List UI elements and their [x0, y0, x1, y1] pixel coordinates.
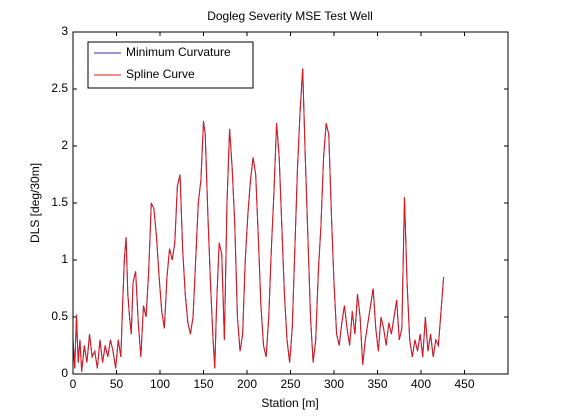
y-axis-label: DLS [deg/30m] [28, 163, 42, 243]
series-line [72, 68, 445, 372]
x-tick-label: 200 [237, 377, 257, 391]
legend-label: Minimum Curvature [126, 45, 231, 59]
x-tick-label: 350 [367, 377, 387, 391]
y-tick-label: 3 [61, 24, 68, 38]
y-tick-label: 2.5 [51, 81, 68, 95]
x-tick-label: 100 [150, 377, 170, 391]
x-tick-label: 150 [193, 377, 213, 391]
legend-label: Spline Curve [126, 67, 195, 81]
chart-title: Dogleg Severity MSE Test Well [207, 9, 373, 23]
legend-box [87, 41, 254, 89]
y-tick-label: 2 [61, 138, 68, 152]
x-tick-label: 300 [324, 377, 344, 391]
axes-box [72, 31, 509, 375]
y-tick-label: 0.5 [51, 309, 68, 323]
x-axis-label: Station [m] [261, 396, 318, 410]
x-tick-label: 50 [110, 377, 124, 391]
x-tick-label: 450 [454, 377, 474, 391]
plot-area [73, 32, 508, 374]
x-tick-label: 250 [280, 377, 300, 391]
y-tick-label: 0 [61, 366, 68, 380]
x-tick-label: 0 [70, 377, 77, 391]
x-tick-label: 400 [411, 377, 431, 391]
y-tick-label: 1.5 [51, 195, 68, 209]
y-tick-label: 1 [61, 252, 68, 266]
